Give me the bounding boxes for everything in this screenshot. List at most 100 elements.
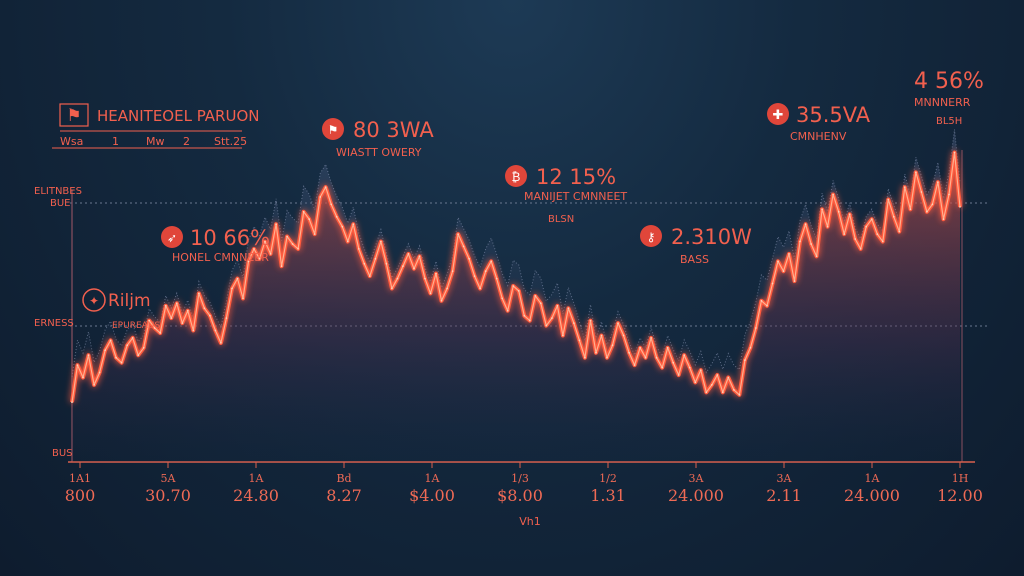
data-point: [749, 346, 752, 349]
data-point: [683, 354, 686, 357]
data-point: [291, 243, 294, 245]
x-tick-label-top: 1A: [249, 472, 265, 485]
data-point: [523, 314, 526, 317]
data-point: [826, 225, 829, 228]
data-point: [153, 327, 156, 329]
data-point: [87, 354, 90, 357]
data-point: [898, 230, 901, 233]
x-tick-label-top: 1/2: [599, 472, 617, 485]
data-point: [760, 299, 763, 302]
data-point: [468, 257, 470, 260]
data-point: [473, 275, 476, 277]
legend-item: Wsa: [60, 135, 83, 148]
data-point: [672, 361, 675, 364]
data-point: [782, 270, 785, 273]
data-point: [159, 332, 162, 334]
annotation: 4 56% MNNNERR BL5H: [914, 69, 984, 127]
x-tick-label-top: 1A: [425, 472, 441, 485]
x-tick-label-top: 5A: [161, 472, 177, 485]
bitcoin-icon: [505, 165, 527, 187]
data-point: [534, 295, 537, 297]
x-tick-label-top: 3A: [777, 472, 793, 485]
data-point: [435, 272, 437, 275]
x-tick-label: 1.31: [590, 486, 626, 505]
data-point: [424, 277, 426, 280]
data-point: [655, 356, 658, 359]
data-point: [804, 223, 807, 226]
data-point: [501, 297, 504, 300]
data-point: [937, 181, 939, 184]
data-point: [214, 329, 217, 332]
data-point: [440, 299, 443, 302]
data-point: [865, 225, 868, 228]
annotation-label: WIASTT OWERY: [336, 146, 422, 159]
x-tick-label-top: 1A1: [69, 472, 91, 485]
runner-icon: [161, 226, 183, 248]
legend: ⚑ HEANITEOEL PARUON Wsa 1 Mw 2 Stt.25: [52, 103, 260, 149]
x-tick-label: 24.80: [233, 486, 279, 505]
annotation: ₿ 12 15% MANIJET CMNNEET BLSN: [505, 165, 627, 225]
data-point: [148, 319, 151, 322]
y-axis-label: BUS: [52, 448, 73, 459]
data-point: [606, 356, 608, 359]
data-point: [93, 384, 95, 386]
data-point: [727, 376, 730, 379]
annotation-value: 12 15%: [536, 165, 616, 189]
legend-item: Mw: [146, 135, 165, 148]
series-line: [70, 150, 962, 403]
data-point: [859, 248, 862, 250]
annotation: ⚑ 80 3WA WIASTT OWERY: [322, 118, 434, 159]
data-point: [446, 287, 448, 290]
data-point: [562, 334, 564, 337]
data-point: [738, 393, 741, 396]
data-point: [495, 277, 498, 280]
data-point: [810, 243, 812, 245]
plus-icon: [767, 103, 789, 125]
data-point: [666, 346, 669, 349]
data-point: [380, 240, 382, 243]
data-point: [457, 233, 459, 236]
data-point: [694, 381, 697, 384]
data-point: [297, 248, 299, 250]
data-point: [793, 280, 796, 282]
data-point: [733, 389, 735, 391]
data-point: [242, 297, 244, 300]
data-point: [335, 215, 338, 218]
data-point: [611, 344, 614, 347]
annotation: ⚷ 2.310W BASS: [640, 225, 752, 266]
data-point: [324, 186, 327, 189]
x-tick-label: $8.00: [497, 486, 543, 505]
x-axis-ticks: 1A18005A30.701A24.80Bd8.271A$4.001/3$8.0…: [65, 462, 983, 505]
series-line-core: [71, 151, 961, 403]
annotation-sub: BLSN: [548, 214, 574, 225]
data-point: [137, 354, 140, 357]
data-point: [286, 235, 288, 238]
data-point: [109, 339, 112, 342]
data-point: [275, 223, 277, 226]
data-point: [269, 253, 272, 255]
side-badge-value: Riljm: [108, 291, 151, 311]
data-point: [755, 327, 757, 329]
data-point: [926, 210, 928, 213]
data-point: [589, 319, 592, 322]
data-point: [302, 210, 305, 213]
flag-icon: ⚑: [59, 103, 89, 127]
data-point: [881, 240, 884, 243]
svg-text:₿: ₿: [512, 170, 521, 184]
legend-item: 2: [183, 135, 190, 148]
data-point: [545, 324, 548, 327]
data-point: [418, 255, 421, 258]
data-point: [892, 215, 895, 218]
data-point: [209, 314, 211, 317]
data-point: [788, 253, 790, 255]
legend-title: HEANITEOEL PARUON: [97, 107, 260, 125]
svg-text:⚑: ⚑: [66, 106, 81, 126]
data-point: [330, 203, 333, 206]
x-tick-label-top: 1A: [865, 472, 881, 485]
data-point: [876, 233, 879, 236]
legend-item: Stt.25: [214, 135, 247, 148]
data-point: [451, 270, 454, 273]
data-point: [650, 337, 652, 339]
data-point: [98, 371, 101, 374]
